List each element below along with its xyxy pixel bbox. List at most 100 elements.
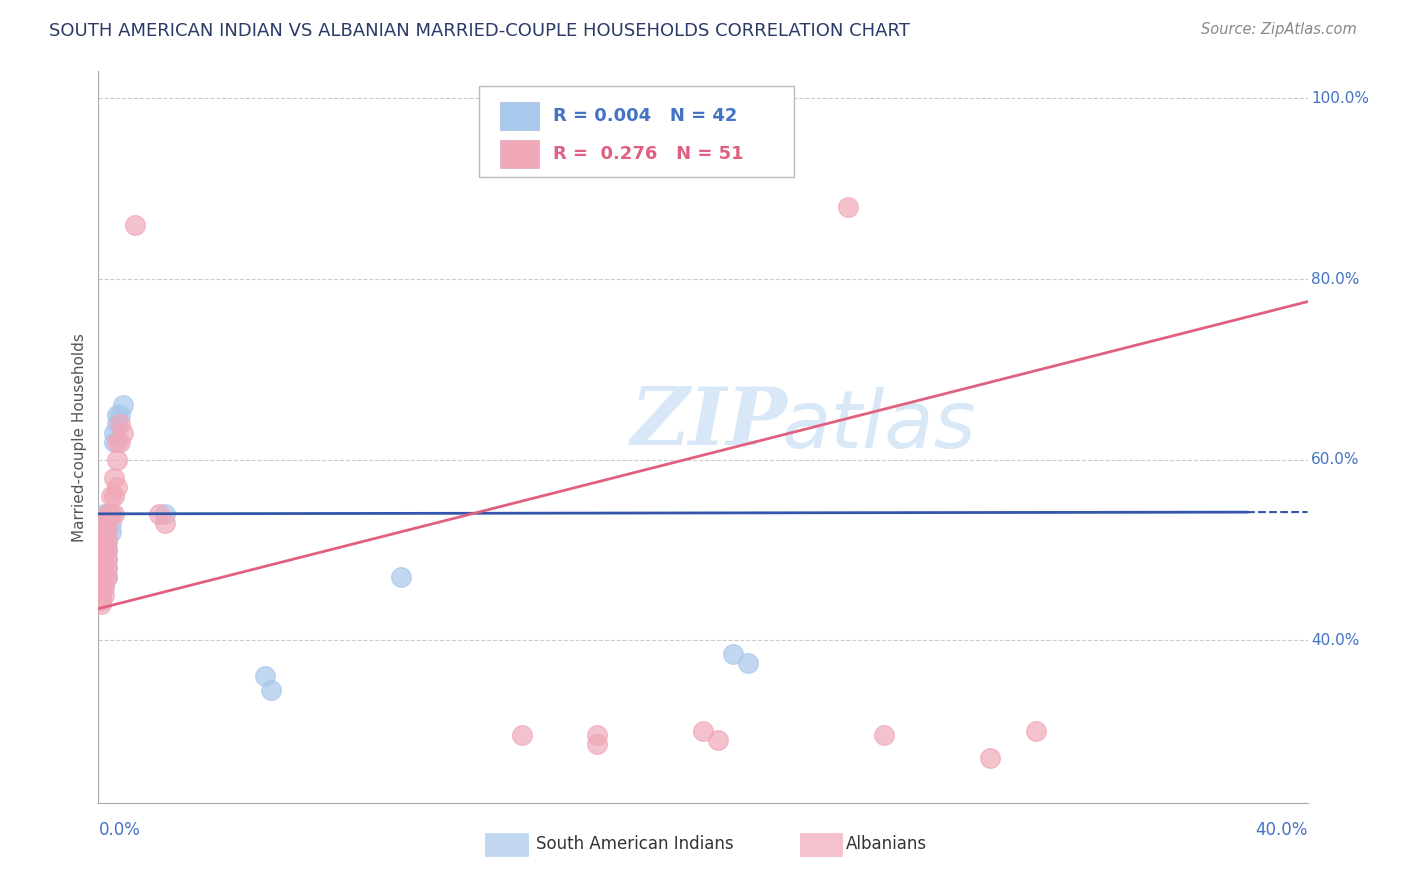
Point: [837, 200, 859, 214]
Point: [692, 723, 714, 738]
Point: [90, 561, 112, 575]
Point: [90, 550, 112, 565]
Point: [103, 425, 125, 440]
Point: [96, 507, 118, 521]
Point: [90, 588, 112, 602]
Text: atlas: atlas: [782, 387, 976, 465]
Point: [100, 507, 122, 521]
Point: [93, 524, 115, 539]
Text: South American Indians: South American Indians: [536, 836, 734, 854]
Point: [90, 574, 112, 589]
Point: [96, 552, 118, 566]
Point: [105, 452, 128, 467]
Point: [96, 533, 118, 548]
Point: [105, 417, 128, 431]
Point: [90, 561, 112, 575]
Point: [103, 471, 125, 485]
Point: [93, 507, 115, 521]
Point: [148, 507, 170, 521]
Text: 40.0%: 40.0%: [1256, 821, 1308, 839]
Text: 60.0%: 60.0%: [1312, 452, 1360, 467]
Point: [93, 552, 115, 566]
Point: [103, 489, 125, 503]
Point: [90, 524, 112, 539]
Point: [100, 524, 122, 539]
Point: [93, 570, 115, 584]
Point: [96, 552, 118, 566]
Point: [979, 750, 1001, 764]
Point: [103, 434, 125, 449]
Point: [96, 516, 118, 530]
Point: [873, 728, 896, 742]
Point: [108, 408, 131, 422]
Point: [111, 425, 134, 440]
Y-axis label: Married-couple Households: Married-couple Households: [72, 333, 87, 541]
Point: [96, 570, 118, 584]
Point: [90, 579, 112, 593]
Point: [96, 516, 118, 530]
Point: [96, 543, 118, 558]
Point: [96, 507, 118, 521]
FancyBboxPatch shape: [479, 86, 793, 178]
Point: [105, 434, 128, 449]
Point: [90, 597, 112, 611]
Point: [100, 507, 122, 521]
FancyBboxPatch shape: [800, 833, 842, 856]
Point: [108, 434, 131, 449]
Point: [93, 533, 115, 548]
Text: SOUTH AMERICAN INDIAN VS ALBANIAN MARRIED-COUPLE HOUSEHOLDS CORRELATION CHART: SOUTH AMERICAN INDIAN VS ALBANIAN MARRIE…: [49, 22, 910, 40]
Point: [153, 507, 176, 521]
Point: [90, 543, 112, 558]
Text: 80.0%: 80.0%: [1312, 271, 1360, 286]
Point: [90, 582, 112, 597]
Point: [124, 218, 146, 232]
Point: [90, 583, 112, 598]
Text: ZIP: ZIP: [630, 384, 787, 461]
Point: [93, 533, 115, 548]
Point: [253, 669, 276, 683]
Point: [96, 524, 118, 539]
Point: [96, 570, 118, 584]
FancyBboxPatch shape: [501, 102, 538, 130]
Point: [586, 737, 609, 751]
Point: [90, 592, 112, 607]
Point: [90, 570, 112, 584]
Point: [105, 408, 128, 422]
Point: [100, 516, 122, 530]
Point: [153, 516, 176, 530]
Point: [723, 647, 745, 661]
FancyBboxPatch shape: [501, 140, 538, 168]
Point: [105, 480, 128, 494]
Point: [93, 561, 115, 575]
Text: R =  0.276   N = 51: R = 0.276 N = 51: [553, 145, 744, 163]
Point: [93, 561, 115, 575]
Point: [111, 399, 134, 413]
Point: [96, 533, 118, 548]
Text: R = 0.004   N = 42: R = 0.004 N = 42: [553, 107, 737, 125]
Point: [90, 577, 112, 591]
Point: [737, 656, 759, 670]
Point: [93, 570, 115, 584]
Point: [93, 543, 115, 558]
Point: [586, 728, 609, 742]
Point: [90, 592, 112, 607]
Point: [90, 533, 112, 548]
Point: [103, 507, 125, 521]
Point: [90, 545, 112, 559]
Point: [90, 572, 112, 586]
Point: [90, 566, 112, 581]
Point: [93, 579, 115, 593]
Point: [93, 552, 115, 566]
Text: 40.0%: 40.0%: [1312, 632, 1360, 648]
Point: [90, 538, 112, 552]
Point: [389, 570, 412, 584]
Text: 0.0%: 0.0%: [98, 821, 141, 839]
Point: [100, 489, 122, 503]
Point: [96, 543, 118, 558]
Point: [93, 543, 115, 558]
Point: [93, 524, 115, 539]
Point: [707, 732, 730, 747]
Text: Source: ZipAtlas.com: Source: ZipAtlas.com: [1201, 22, 1357, 37]
Point: [96, 561, 118, 575]
Point: [108, 417, 131, 431]
